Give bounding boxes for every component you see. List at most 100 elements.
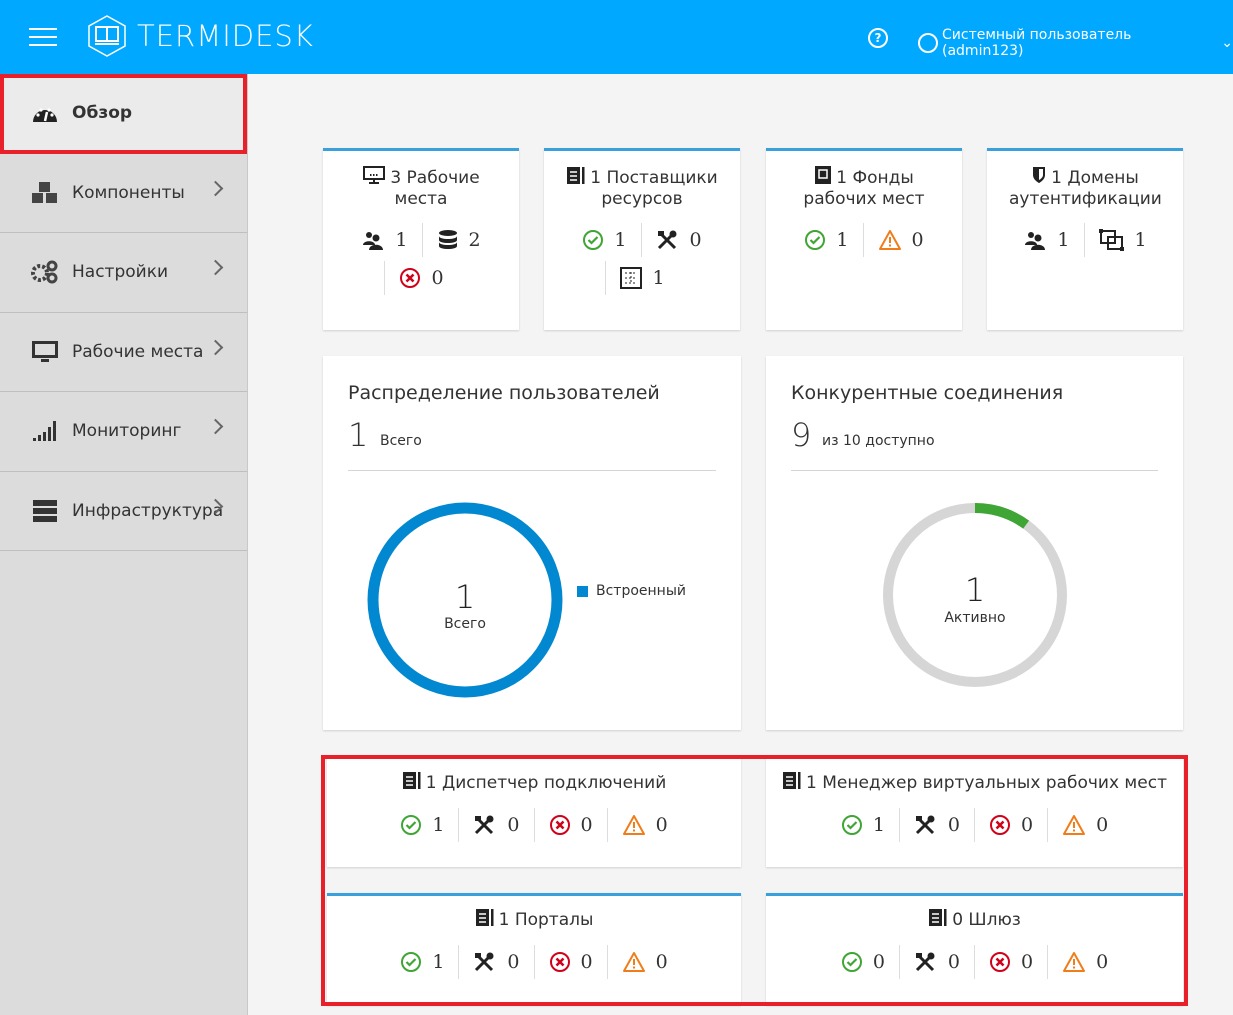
- user-name: Системный пользователь (admin123): [942, 27, 1132, 59]
- card-title-text: 1 Менеджер виртуальных рабочих мест: [806, 773, 1167, 793]
- stat-value: 1: [614, 229, 627, 251]
- user-menu[interactable]: Системный пользователь (admin123) ⌄: [918, 27, 1233, 59]
- sidebar-item-0[interactable]: Обзор: [0, 74, 247, 154]
- service-card[interactable]: 0 Шлюз 0 0 0 0: [766, 893, 1183, 1005]
- stat-value: 1: [872, 814, 885, 836]
- stat-warning[interactable]: 0: [606, 808, 682, 842]
- stat-item[interactable]: 1: [568, 223, 640, 257]
- sidebar-item-label: Инфраструктура: [72, 500, 224, 521]
- stat-value: 0: [689, 229, 702, 251]
- stat-value: 1: [432, 951, 445, 973]
- logo-hexagon-icon: [88, 15, 126, 57]
- ok-icon: [841, 814, 863, 836]
- stat-maintenance[interactable]: 0: [898, 945, 974, 979]
- stat-error[interactable]: 0: [974, 808, 1047, 842]
- stat-maintenance[interactable]: 0: [458, 808, 533, 842]
- stat-item[interactable]: 1: [790, 223, 862, 257]
- stat-warning[interactable]: 0: [1047, 808, 1122, 842]
- warning-icon: [878, 229, 902, 251]
- legend-item[interactable]: Встроенный: [577, 583, 686, 599]
- stat-item[interactable]: 1: [347, 223, 421, 257]
- stat-error[interactable]: 0: [533, 945, 607, 979]
- stat-row: 1 0 0 0: [327, 945, 741, 979]
- error-icon: [399, 267, 421, 289]
- stat-value: 0: [947, 814, 960, 836]
- summary-card[interactable]: 1 Фонды рабочих мест 1 0: [766, 148, 962, 330]
- card-title: 1 Диспетчер подключений: [327, 770, 741, 794]
- stat-item[interactable]: 0: [862, 223, 938, 257]
- stat-value: 1: [652, 267, 665, 289]
- stat-ok[interactable]: 1: [386, 808, 458, 842]
- database-icon: [437, 229, 459, 251]
- card-title-text: 0 Шлюз: [952, 910, 1021, 930]
- available-label: из 10 доступно: [822, 433, 935, 449]
- available-value: 9: [791, 416, 812, 454]
- stat-row: 1 0 0 0: [327, 808, 741, 842]
- stat-ok[interactable]: 1: [827, 808, 899, 842]
- cubes-icon: [30, 180, 60, 206]
- stat-value: 1: [432, 814, 445, 836]
- card-title-text: 1 Поставщики ресурсов: [590, 168, 718, 209]
- stat-value: 0: [655, 814, 668, 836]
- sidebar-item-3[interactable]: Рабочие места: [0, 313, 247, 392]
- users-icon: [361, 230, 385, 250]
- stat-item[interactable]: 0: [384, 261, 457, 295]
- menu-toggle-icon[interactable]: [29, 28, 57, 46]
- help-icon[interactable]: ?: [868, 28, 888, 48]
- stat-value: 0: [580, 951, 593, 973]
- stat-error[interactable]: 0: [533, 808, 607, 842]
- stat-item[interactable]: 2: [421, 223, 495, 257]
- sidebar-item-5[interactable]: Инфраструктура: [0, 472, 247, 551]
- stat-value: 0: [507, 814, 520, 836]
- desktop-icon: [30, 339, 60, 365]
- card-title: 1 Фонды рабочих мест: [766, 165, 962, 209]
- stat-item[interactable]: 0: [640, 223, 716, 257]
- warning-icon: [1062, 814, 1086, 836]
- stat-ok[interactable]: 1: [386, 945, 458, 979]
- brand-name: TERMIDESK: [137, 19, 314, 53]
- stat-item[interactable]: 1: [605, 261, 678, 295]
- error-icon: [989, 951, 1011, 973]
- concurrent-connections-card: Конкурентные соединения 9 из 10 доступно…: [766, 356, 1183, 730]
- users-distribution-card: Распределение пользователей 1 Всего 1 Вс…: [323, 356, 741, 730]
- stat-item[interactable]: 1: [1009, 223, 1083, 257]
- service-card[interactable]: 1 Порталы 1 0 0 0: [327, 893, 741, 1005]
- chevron-right-icon: [207, 418, 224, 435]
- service-card[interactable]: 1 Диспетчер подключений 1 0 0 0: [327, 757, 741, 867]
- summary-card[interactable]: 1 Домены аутентификации 1 1: [987, 148, 1183, 330]
- stat-value: 0: [947, 951, 960, 973]
- gauge-active-arc[interactable]: [974, 503, 1030, 529]
- donut-slice-builtin[interactable]: [367, 502, 563, 698]
- chip-icon: [814, 166, 836, 188]
- sidebar-item-2[interactable]: Настройки: [0, 233, 247, 313]
- users-icon: [1023, 230, 1047, 250]
- stat-item[interactable]: 1: [1083, 223, 1161, 257]
- sidebar-item-label: Мониторинг: [72, 421, 182, 442]
- stat-ok[interactable]: 0: [827, 945, 899, 979]
- card-title-text: 1 Домены аутентификации: [1009, 168, 1162, 209]
- stat-value: 0: [1096, 814, 1109, 836]
- service-card[interactable]: 1 Менеджер виртуальных рабочих мест 1 0 0 0: [766, 757, 1183, 867]
- sidebar-item-1[interactable]: Компоненты: [0, 154, 247, 233]
- ok-icon: [400, 951, 422, 973]
- logo[interactable]: TERMIDESK: [87, 14, 314, 58]
- summary-card[interactable]: 1 Поставщики ресурсов 1 0 1: [544, 148, 740, 330]
- total-value: 1: [348, 416, 369, 454]
- summary-card[interactable]: 3 Рабочие места 1 2 0: [323, 148, 519, 330]
- stat-warning[interactable]: 0: [606, 945, 682, 979]
- sidebar-item-4[interactable]: Мониторинг: [0, 392, 247, 472]
- stat-value: 0: [655, 951, 668, 973]
- card-title: 3 Рабочие места: [323, 165, 519, 209]
- stat-value: 1: [395, 229, 408, 251]
- stat-error[interactable]: 0: [974, 945, 1047, 979]
- stat-value: 2: [468, 229, 481, 251]
- stat-warning[interactable]: 0: [1047, 945, 1122, 979]
- stat-value: 0: [507, 951, 520, 973]
- warning-icon: [1062, 951, 1086, 973]
- stat-value: 0: [1021, 814, 1034, 836]
- stat-maintenance[interactable]: 0: [458, 945, 533, 979]
- stat-maintenance[interactable]: 0: [898, 808, 974, 842]
